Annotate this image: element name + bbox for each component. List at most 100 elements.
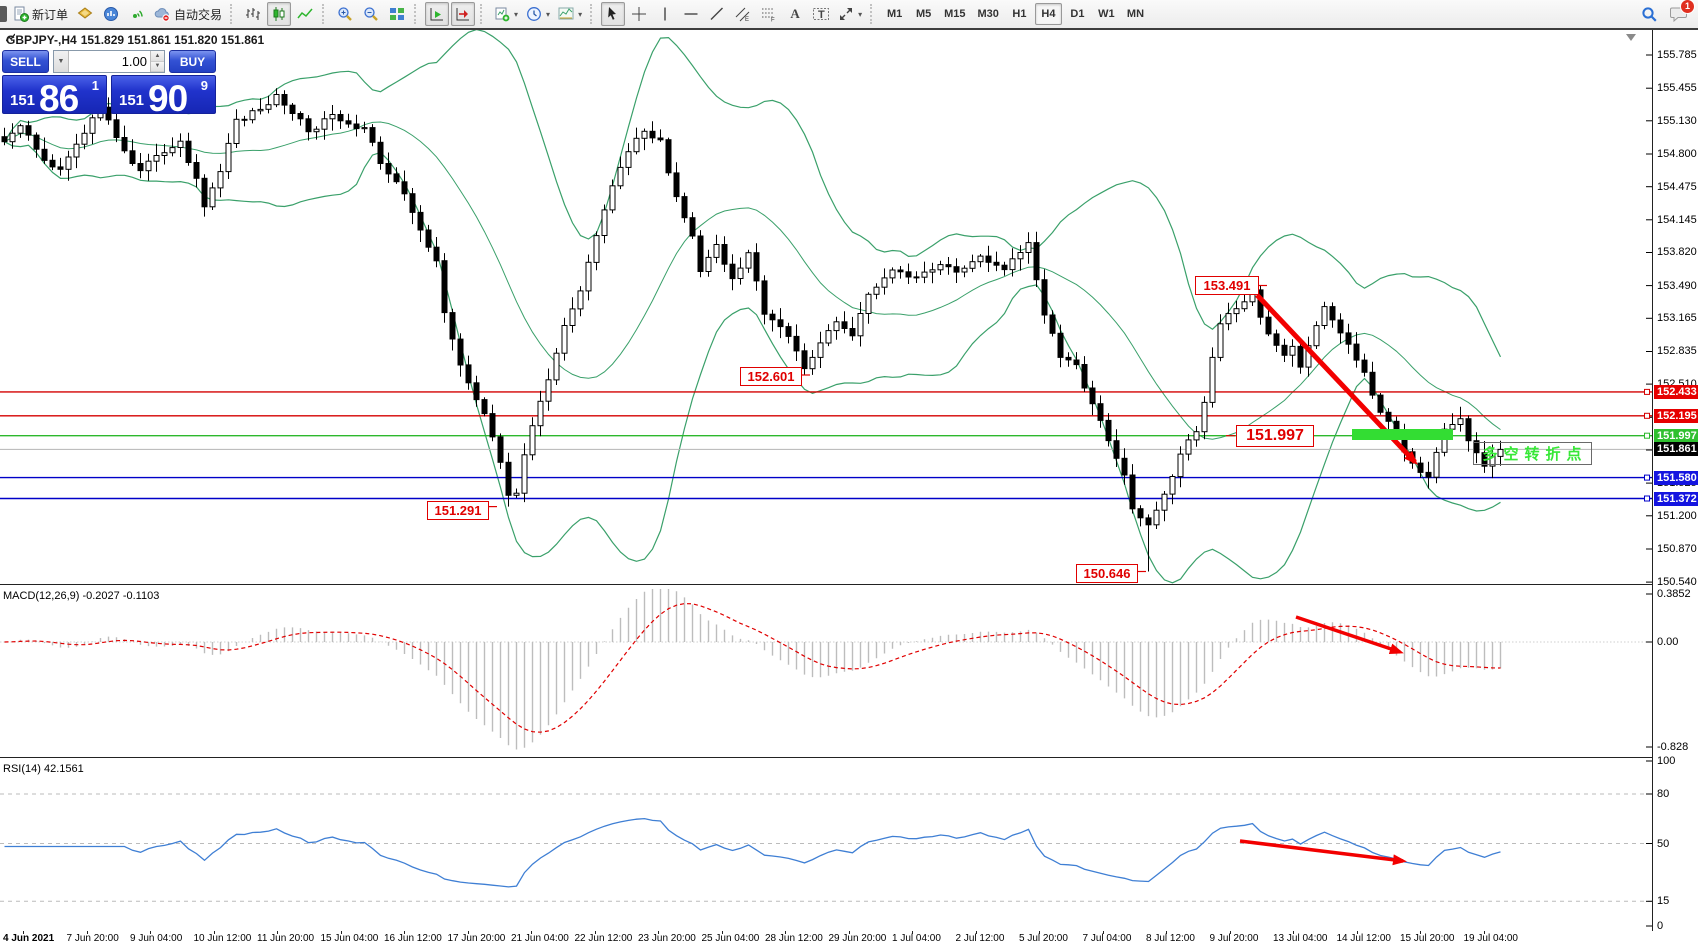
volume-value[interactable]: 1.00	[121, 54, 147, 69]
candle	[137, 163, 144, 172]
text-tool-button[interactable]: A	[783, 2, 807, 26]
time-label: 13 Jul 04:00	[1273, 933, 1328, 941]
macd-canvas[interactable]	[0, 587, 1652, 757]
time-label: 14 Jul 12:00	[1336, 933, 1392, 941]
text-label-tool-button[interactable]: T	[809, 2, 833, 26]
volume-field[interactable]: ▼ 1.00 ▲ ▼	[53, 50, 165, 73]
new-chart-button[interactable]: ▾	[491, 2, 521, 26]
axis-tick-label: 80	[1657, 788, 1670, 800]
timeframe-button-H1[interactable]: H1	[1006, 3, 1033, 25]
line-chart-icon	[297, 8, 313, 19]
new-order-button[interactable]: 新订单	[10, 2, 71, 26]
candle	[217, 171, 224, 189]
metaeditor-button[interactable]	[73, 2, 97, 26]
bollinger-middle-band	[4, 121, 1501, 440]
candle	[73, 143, 80, 158]
time-label: 17 Jun 20:00	[447, 933, 506, 941]
timeframe-button-MN[interactable]: MN	[1122, 3, 1149, 25]
main-chart-canvas[interactable]	[0, 30, 1652, 584]
axis-tick-label: 150.540	[1657, 576, 1697, 589]
buy-button[interactable]: BUY	[169, 50, 216, 73]
candle	[1361, 359, 1368, 373]
candle	[1425, 471, 1432, 478]
level-anchor-square	[1644, 388, 1650, 395]
vertical-line-tool-button[interactable]	[653, 2, 677, 26]
candle	[513, 492, 520, 496]
candle	[1073, 359, 1080, 366]
candle	[937, 264, 944, 271]
volume-dropdown-icon[interactable]: ▼	[54, 51, 69, 72]
indicators-button[interactable]: ▾	[555, 2, 585, 26]
sell-price-display[interactable]: 151 86 1	[2, 75, 107, 114]
notifications-button[interactable]: 1	[1667, 0, 1695, 26]
turning-point-annotation: 多空转折点	[1473, 442, 1592, 465]
candle	[1041, 279, 1048, 316]
timeframe-button-D1[interactable]: D1	[1064, 3, 1091, 25]
candle	[873, 286, 880, 295]
time-label: 23 Jun 20:00	[638, 933, 696, 941]
chart-shift-button[interactable]	[451, 2, 476, 26]
candle	[905, 271, 912, 278]
market-button[interactable]	[99, 2, 123, 26]
cursor-tool-button[interactable]	[601, 2, 626, 26]
time-label: 22 Jun 12:00	[574, 933, 633, 941]
volume-decrement-icon[interactable]: ▼	[151, 61, 164, 72]
volume-stepper[interactable]: ▲ ▼	[150, 51, 164, 72]
candle	[713, 244, 720, 258]
rsi-canvas[interactable]	[0, 760, 1652, 931]
profiles-button[interactable]: ▾	[523, 2, 553, 26]
time-label: 28 Jun 12:00	[765, 933, 823, 941]
time-axis[interactable]: 4 Jun 2021 7 Jun 20:00 9 Jun 04:00 10 Jun 1…	[0, 931, 1652, 941]
equidistant-channel-tool-button[interactable]: E	[731, 2, 755, 26]
axis-tick-label: 155.785	[1657, 49, 1697, 61]
zoom-in-button[interactable]	[333, 2, 357, 26]
candle	[825, 330, 832, 344]
timeframe-button-M5[interactable]: M5	[910, 3, 937, 25]
candle	[1177, 453, 1184, 478]
price-annotation-153.491: 153.491	[1195, 276, 1259, 295]
tile-windows-button[interactable]	[385, 2, 409, 26]
sell-button[interactable]: SELL	[2, 50, 49, 73]
axis-tick-label: 154.475	[1657, 180, 1697, 193]
fibonacci-tool-button[interactable]: F	[757, 2, 781, 26]
buy-price-display[interactable]: 151 90 9	[111, 75, 216, 114]
search-button[interactable]	[1637, 2, 1661, 26]
candle	[945, 264, 952, 268]
crosshair-tool-button[interactable]	[627, 2, 651, 26]
candle	[9, 132, 16, 143]
candle	[369, 127, 376, 143]
volume-increment-icon[interactable]: ▲	[151, 51, 164, 62]
timeframe-button-M15[interactable]: M15	[939, 3, 970, 25]
bar-chart-type-button[interactable]	[241, 2, 265, 26]
sell-price-base: 151	[10, 92, 36, 109]
level-anchor-square	[1644, 495, 1650, 502]
time-tick	[1356, 931, 1358, 934]
candle	[977, 255, 984, 263]
timeframe-button-H4[interactable]: H4	[1034, 3, 1062, 25]
signals-button[interactable]	[125, 2, 149, 26]
candle	[441, 260, 448, 314]
candle	[681, 196, 688, 219]
candle	[497, 436, 504, 463]
line-chart-type-button[interactable]	[293, 2, 317, 26]
candlestick-chart-type-button[interactable]	[267, 2, 292, 26]
price-axis[interactable]: 155.785 155.455 155.130 154.800 154.475 154.1…	[1653, 30, 1698, 941]
candle	[609, 185, 616, 211]
scroll-position-marker[interactable]	[1626, 34, 1636, 41]
zoom-out-button[interactable]	[359, 2, 383, 26]
timeframe-button-W1[interactable]: W1	[1093, 3, 1120, 25]
auto-scroll-button[interactable]	[425, 2, 450, 26]
trendline-tool-button[interactable]	[705, 2, 729, 26]
candle	[657, 137, 664, 141]
macd-histogram	[11, 589, 1502, 750]
timeframe-button-M30[interactable]: M30	[973, 3, 1004, 25]
autotrade-button[interactable]: 自动交易	[151, 2, 225, 26]
chevron-down-icon: ▾	[514, 9, 519, 19]
timeframe-button-M1[interactable]: M1	[881, 3, 908, 25]
horizontal-line-tool-button[interactable]	[679, 2, 703, 26]
zoom-out-icon	[364, 7, 378, 21]
arrows-tool-button[interactable]: ▾	[835, 2, 865, 26]
time-label: 7 Jun 20:00	[66, 933, 119, 941]
candle	[633, 137, 640, 153]
